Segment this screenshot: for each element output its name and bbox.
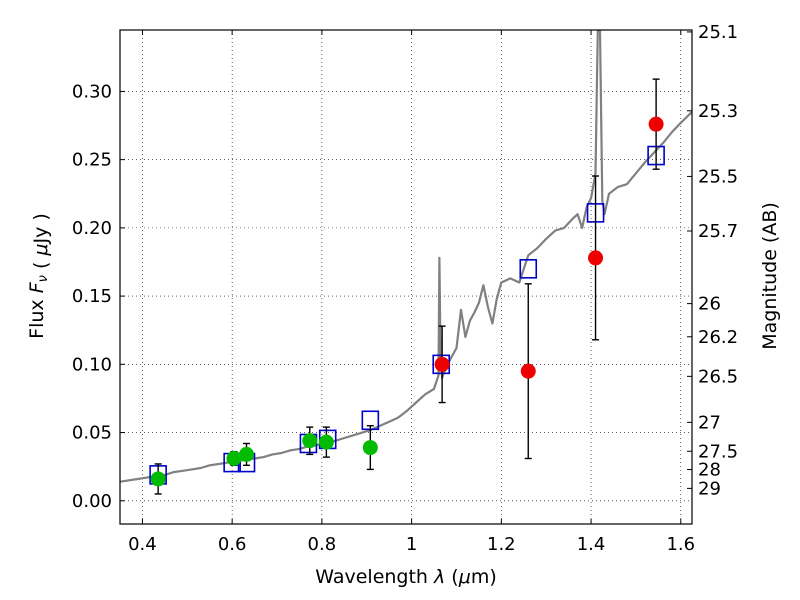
y-tick-label: 0.00	[72, 491, 112, 512]
y-axis-ticks: 0.00 0.05 0.10 0.15 0.20 0.25 0.30	[72, 81, 125, 512]
x-tick-label: 1.6	[666, 534, 695, 555]
plot-area	[120, 30, 692, 495]
x-tick-label: 1.2	[487, 534, 516, 555]
y-tick-label: 0.25	[72, 150, 112, 171]
data-point-marker	[302, 433, 318, 449]
y-axis-title-part: Jy )	[30, 213, 52, 244]
x-axis-title-part: Wavelength	[315, 566, 434, 588]
x-axis-title-part: m)	[471, 566, 497, 588]
y-axis-title-part: Flux	[26, 293, 48, 339]
grid-lines	[120, 30, 692, 524]
magnitude-tick-label: 25.7	[698, 221, 738, 242]
data-point-marker	[520, 363, 536, 379]
magnitude-tick-label: 25.3	[698, 101, 738, 122]
magnitude-tick-label: 27.5	[698, 441, 738, 462]
y-tick-label: 0.30	[72, 81, 112, 102]
x-tick-label: 1	[406, 534, 417, 555]
y-tick-label: 0.05	[72, 423, 112, 444]
model-spectrum-line	[120, 30, 692, 483]
plot-frame	[119, 29, 693, 525]
magnitude-tick-label: 26	[698, 294, 721, 315]
magnitude-axis-title: Magnitude (AB)	[759, 202, 781, 350]
y-axis-title: Flux Fν ( μJy )	[26, 213, 52, 339]
data-point-marker	[588, 250, 604, 266]
x-axis-ticks: 0.4 0.6 0.8 1 1.2 1.4 1.6	[128, 30, 695, 555]
data-point-marker	[239, 446, 255, 462]
magnitude-tick-label: 27	[698, 412, 721, 433]
y-tick-label: 0.10	[72, 354, 112, 375]
x-axis-title: Wavelength λ (μm)	[315, 566, 496, 588]
data-point-marker	[318, 434, 334, 450]
x-axis-title-part: μ	[458, 566, 471, 588]
x-axis-title-part: (	[445, 566, 458, 588]
magnitude-tick-label: 26.2	[698, 327, 738, 348]
y-axis-title-part: μ	[30, 243, 52, 256]
y-axis-title-part: (	[30, 256, 52, 276]
x-tick-label: 0.6	[218, 534, 247, 555]
data-point-marker	[648, 116, 664, 132]
x-tick-label: 0.8	[308, 534, 337, 555]
y-tick-label: 0.20	[72, 218, 112, 239]
magnitude-tick-label: 29	[698, 478, 721, 499]
data-point-marker	[434, 356, 450, 372]
data-point-marker	[226, 450, 242, 466]
x-tick-label: 0.4	[128, 534, 157, 555]
data-point-marker	[150, 471, 166, 487]
magnitude-tick-label: 25.5	[698, 166, 738, 187]
x-axis-title-part: λ	[433, 566, 445, 588]
magnitude-tick-label: 25.1	[698, 22, 738, 43]
y-axis-title-part: ν	[36, 275, 51, 282]
y-tick-label: 0.15	[72, 286, 112, 307]
x-tick-label: 1.4	[577, 534, 606, 555]
y-axis-title-part: F	[26, 281, 48, 293]
magnitude-tick-label: 26.5	[698, 366, 738, 387]
model-square-marker	[519, 259, 538, 279]
magnitude-tick-label: 28	[698, 460, 721, 481]
data-point-marker	[362, 440, 378, 456]
